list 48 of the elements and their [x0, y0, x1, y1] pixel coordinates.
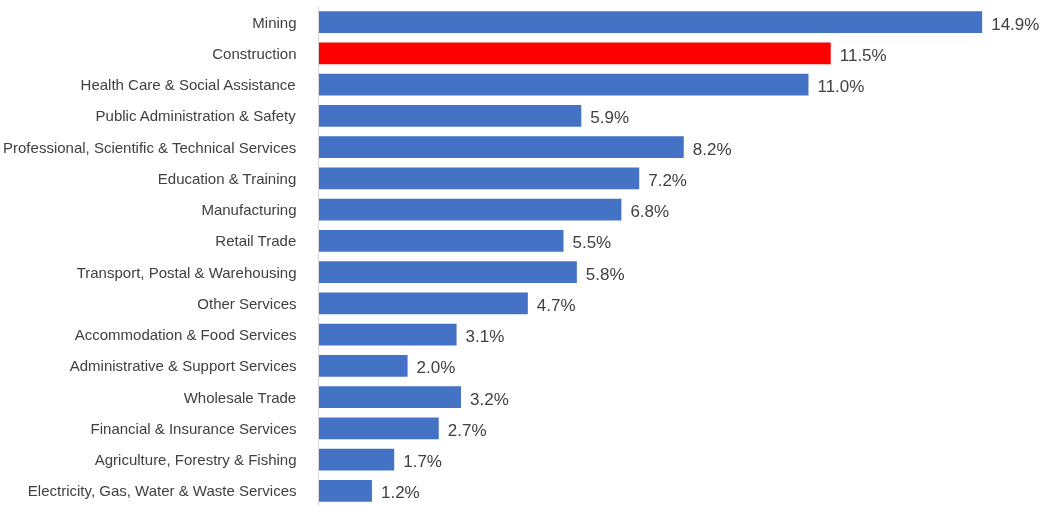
bar [318, 73, 809, 96]
bar [318, 417, 439, 440]
bar [318, 104, 582, 127]
data-label: 14.9% [991, 14, 1040, 34]
y-tick-label: Public Administration & Safety [95, 107, 297, 125]
data-label: 11.5% [839, 45, 887, 65]
data-label: 5.9% [590, 108, 630, 128]
data-label: 1.7% [403, 452, 442, 472]
bar [318, 167, 640, 190]
bar [318, 11, 983, 34]
y-tick-label: Mining [252, 13, 297, 31]
data-label: 2.7% [447, 420, 487, 440]
bar [318, 479, 372, 502]
y-tick-label: Health Care & Social Assistance [80, 76, 296, 94]
data-label: 5.8% [585, 264, 625, 284]
y-tick-label: Wholesale Trade [183, 388, 297, 406]
data-label: 6.8% [630, 202, 670, 222]
y-tick-label: Financial & Insurance Services [90, 419, 297, 437]
data-label: 7.2% [648, 170, 687, 190]
data-label: 3.1% [465, 327, 505, 347]
y-tick-label: Administrative & Support Services [69, 357, 297, 375]
bar [318, 354, 408, 377]
y-tick-label: Accommodation & Food Services [74, 326, 297, 344]
data-label: 2.0% [416, 358, 456, 378]
data-label: 1.2% [380, 483, 420, 503]
bar [318, 448, 395, 471]
y-tick-label: Manufacturing [201, 201, 297, 219]
bar [318, 323, 457, 346]
bar [318, 261, 577, 284]
y-tick-label: Transport, Postal & Warehousing [76, 263, 297, 281]
bar [318, 292, 528, 315]
bar [318, 386, 462, 409]
data-label: 3.2% [470, 389, 509, 409]
data-label: 8.2% [692, 139, 732, 159]
data-label: 4.7% [536, 295, 576, 315]
y-tick-label: Professional, Scientific & Technical Services [3, 138, 297, 156]
bar [318, 42, 831, 65]
y-tick-label: Retail Trade [215, 232, 297, 250]
bar [318, 198, 622, 221]
y-tick-label: Construction [212, 44, 297, 62]
y-tick-label: Other Services [197, 294, 297, 312]
bar [318, 136, 684, 159]
y-tick-label: Agriculture, Forestry & Fishing [94, 451, 297, 469]
bar [318, 229, 564, 252]
data-label: 5.5% [572, 233, 612, 253]
y-tick-label: Electricity, Gas, Water & Waste Services [27, 482, 297, 500]
y-tick-label: Education & Training [157, 169, 297, 187]
data-label: 11.0% [817, 77, 865, 97]
